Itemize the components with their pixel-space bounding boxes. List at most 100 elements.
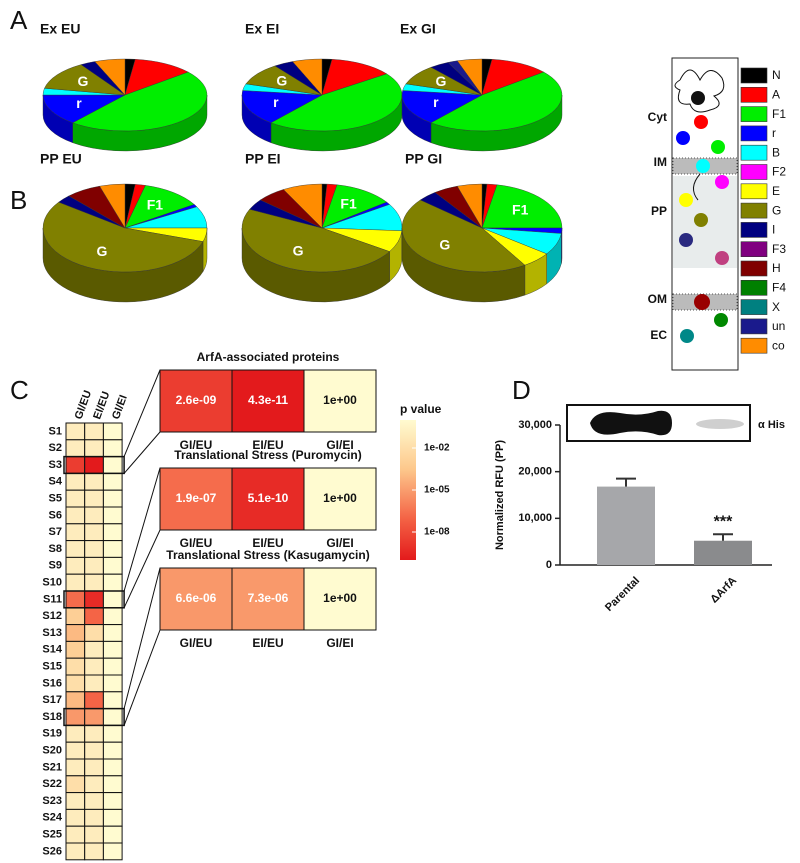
- heat-cell: [102, 775, 123, 794]
- row-label: S1: [49, 425, 62, 437]
- blot-band: [696, 419, 744, 429]
- heat-cell: [84, 472, 104, 491]
- legend-label: X: [772, 300, 780, 314]
- heat-cell: [84, 758, 104, 777]
- heat-cell: [65, 556, 86, 575]
- protein-dot: [679, 193, 693, 207]
- heat-cell: [102, 607, 123, 626]
- colorbar-tick-label: 1e-05: [424, 485, 450, 496]
- heat-cell: [65, 792, 86, 810]
- row-label: S23: [42, 795, 62, 807]
- pie-slice: [270, 73, 403, 132]
- heat-cell: [65, 640, 86, 659]
- row-label: S3: [49, 459, 62, 471]
- heat-cell: [65, 758, 86, 777]
- protein-dot: [694, 213, 708, 227]
- zoom-column-label: GI/EI: [326, 536, 353, 550]
- zoom-title: Translational Stress (Puromycin): [174, 448, 361, 462]
- legend-swatch: [740, 144, 768, 161]
- legend-swatch: [740, 202, 768, 219]
- zoom-column-label: GI/EU: [180, 438, 213, 452]
- heat-cell: [65, 456, 86, 474]
- zoom-cell: [159, 467, 233, 531]
- heat-cell: [102, 657, 123, 676]
- heat-cell: [65, 590, 86, 609]
- heat-cell: [84, 506, 104, 525]
- zoom-value: 1e+00: [323, 591, 357, 605]
- heat-cell: [65, 825, 86, 844]
- legend-swatch: [740, 337, 768, 354]
- zoom-cell: [231, 369, 305, 433]
- heat-cell: [84, 808, 104, 827]
- zoom-column-label: EI/EU: [252, 536, 283, 550]
- bar: [597, 486, 655, 565]
- row-label: S6: [49, 509, 62, 521]
- heat-cell: [102, 456, 123, 474]
- protein-dot: [679, 233, 693, 247]
- pie-slice: [124, 59, 189, 96]
- zoom-connector: [123, 629, 161, 726]
- heat-cell: [65, 741, 86, 760]
- zoom-cell: [231, 467, 305, 531]
- zoom-connector: [123, 529, 161, 609]
- zoom-column-label: GI/EU: [180, 636, 213, 650]
- slice-label: r: [76, 95, 82, 111]
- row-label: S4: [49, 476, 63, 488]
- row-label: S9: [49, 560, 62, 572]
- heat-cell: [84, 640, 104, 659]
- pie-slice: [44, 64, 126, 96]
- legend-swatch: [740, 318, 768, 335]
- heat-cell: [84, 624, 104, 642]
- row-label: S13: [42, 627, 62, 639]
- legend-label: F2: [772, 165, 786, 179]
- pie-slice: [241, 209, 390, 273]
- heat-cell: [65, 540, 86, 558]
- zoom-column-label: EI/EU: [252, 438, 283, 452]
- heat-cell: [65, 842, 86, 861]
- row-label: S20: [42, 745, 62, 757]
- legend-label: H: [772, 261, 781, 275]
- heat-cell: [102, 640, 123, 659]
- colorbar: [400, 420, 416, 560]
- pie-slice: [481, 184, 563, 229]
- heat-cell: [65, 439, 86, 458]
- legend-swatch: [740, 67, 768, 84]
- pie-slice: [401, 90, 483, 123]
- heat-cell: [84, 556, 104, 575]
- panel-letter: B: [10, 185, 27, 215]
- legend-label: G: [772, 203, 781, 217]
- panel-letter: D: [512, 375, 531, 405]
- protein-dot: [691, 91, 705, 105]
- pie-slice: [99, 183, 126, 229]
- zoom-column-label: GI/EI: [326, 438, 353, 452]
- heat-cell: [84, 489, 104, 508]
- pie-slice: [292, 58, 323, 96]
- x-tick-label: ΔArfA: [708, 575, 739, 606]
- heat-cell: [102, 439, 123, 458]
- row-label: S14: [42, 644, 62, 656]
- legend-label: r: [772, 126, 776, 140]
- slice-label: G: [293, 243, 304, 259]
- x-tick-label: Parental: [603, 575, 642, 614]
- slice-label: G: [78, 73, 89, 89]
- heat-cell: [102, 573, 123, 592]
- slice-label: F1: [512, 201, 529, 217]
- zoom-value: 6.6e-06: [176, 591, 217, 605]
- column-label: GI/EI: [110, 393, 130, 421]
- heat-cell: [65, 657, 86, 676]
- heat-cell: [102, 624, 123, 642]
- legend-swatch: [740, 260, 768, 277]
- heat-cell: [84, 573, 104, 592]
- zoom-column-label: EI/EU: [252, 636, 283, 650]
- pie-slice: [42, 201, 204, 273]
- pie-title: PP GI: [405, 151, 442, 167]
- heat-cell: [102, 523, 123, 542]
- slice-label: G: [439, 237, 450, 253]
- pie-title: Ex EI: [245, 21, 279, 37]
- heat-cell: [65, 472, 86, 491]
- protein-dot: [696, 159, 710, 173]
- heat-cell: [102, 691, 123, 710]
- protein-dot: [715, 175, 729, 189]
- slice-label: G: [276, 73, 287, 89]
- zoom-value: 1e+00: [323, 491, 357, 505]
